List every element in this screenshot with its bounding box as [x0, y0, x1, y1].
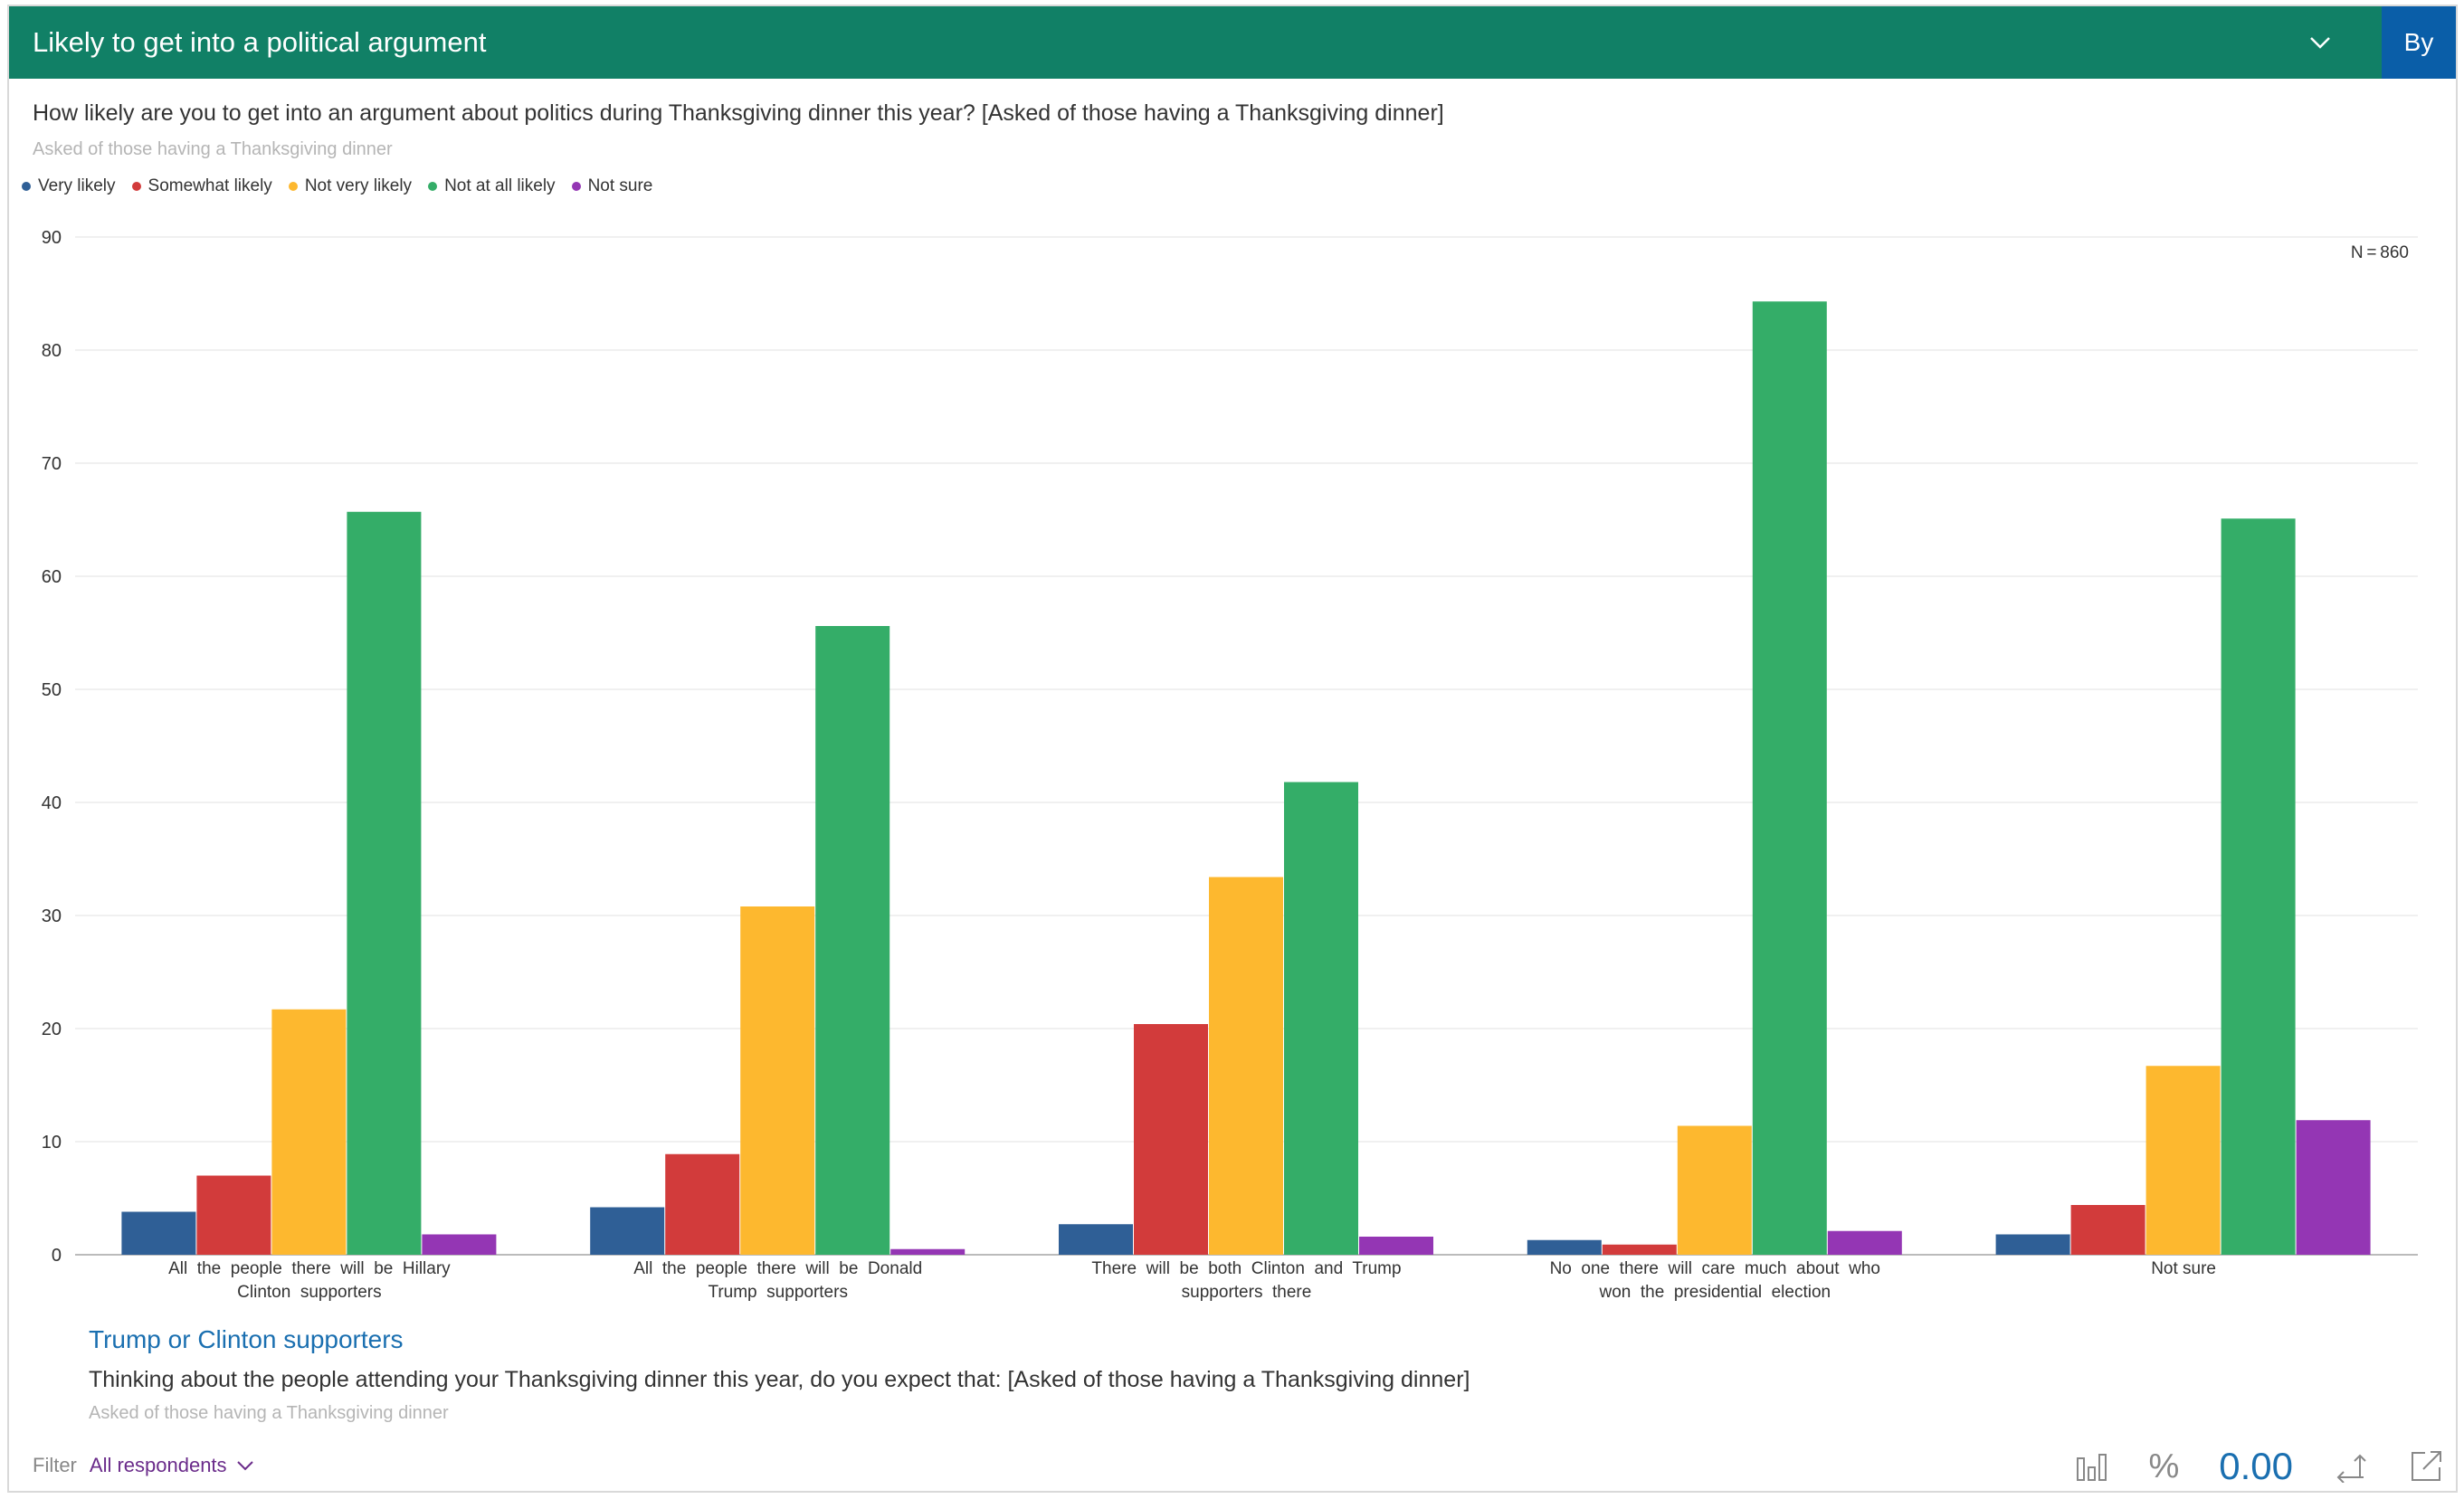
related-question-subnote: Asked of those having a Thanksgiving din…	[89, 1403, 449, 1423]
x-tick-label: Not sure	[2151, 1259, 2216, 1278]
legend-item-not-very-likely[interactable]: Not very likely	[288, 176, 413, 196]
bar-not-very-likely	[271, 1009, 347, 1255]
bar-not-sure	[422, 1234, 497, 1255]
decimal-precision-button[interactable]: 0.00	[2219, 1445, 2293, 1487]
y-tick-label: 50	[42, 680, 62, 700]
chevron-down-icon	[236, 1461, 253, 1471]
related-question-link[interactable]: Trump or Clinton supporters	[89, 1325, 404, 1353]
bar-very-likely	[121, 1211, 196, 1255]
bar-somewhat-likely	[196, 1175, 271, 1255]
bar-very-likely	[590, 1207, 665, 1255]
legend-item-not-sure[interactable]: Not sure	[571, 176, 653, 196]
question-text: How likely are you to get into an argume…	[33, 100, 1444, 126]
y-tick-label: 70	[42, 454, 62, 474]
y-tick-label: 60	[42, 567, 62, 587]
bar-not-very-likely	[1677, 1125, 1752, 1255]
x-tick-label: All the people there will be Hillary	[168, 1259, 451, 1278]
legend-dot	[428, 182, 438, 191]
swap-axes-icon[interactable]	[2333, 1450, 2369, 1483]
x-tick-label: Trump supporters	[708, 1283, 848, 1302]
y-tick-label: 30	[42, 906, 62, 926]
bar-very-likely	[1059, 1224, 1133, 1255]
legend-label: Somewhat likely	[147, 176, 272, 195]
chart-legend: Very likely Somewhat likely Not very lik…	[22, 176, 652, 196]
x-tick-label: No one there will care much about who	[1550, 1259, 1880, 1278]
legend-item-not-at-all-likely[interactable]: Not at all likely	[428, 176, 556, 196]
bar-chart-toggle-icon[interactable]	[2076, 1451, 2108, 1482]
bar-somewhat-likely	[665, 1153, 740, 1255]
legend-item-somewhat-likely[interactable]: Somewhat likely	[131, 176, 272, 196]
by-button[interactable]: By	[2382, 6, 2456, 79]
y-tick-label: 90	[42, 228, 62, 248]
related-question-text: Thinking about the people attending your…	[89, 1367, 1470, 1392]
legend-label: Very likely	[38, 176, 116, 195]
x-tick-label: All the people there will be Donald	[633, 1259, 922, 1278]
bar-not-at-all-likely	[347, 511, 422, 1255]
filter-label: Filter	[33, 1454, 77, 1476]
sample-size-label: N = 860	[2350, 243, 2409, 262]
bar-very-likely	[1995, 1234, 2070, 1255]
legend-label: Not very likely	[304, 176, 413, 195]
percent-toggle-button[interactable]: %	[2148, 1447, 2180, 1485]
bar-not-at-all-likely	[815, 626, 890, 1255]
y-tick-label: 80	[42, 341, 62, 361]
legend-dot	[22, 182, 31, 191]
bar-somewhat-likely	[1602, 1244, 1677, 1255]
bar-somewhat-likely	[2070, 1205, 2145, 1255]
bar-very-likely	[1527, 1239, 1602, 1255]
widget-frame: Likely to get into a political argument …	[7, 5, 2458, 1493]
legend-item-very-likely[interactable]: Very likely	[22, 176, 116, 196]
bar-not-at-all-likely	[1284, 782, 1358, 1255]
bar-somewhat-likely	[1134, 1024, 1208, 1255]
y-tick-label: 20	[42, 1020, 62, 1039]
bar-not-sure	[1827, 1230, 1902, 1255]
x-tick-label: There will be both Clinton and Trump	[1091, 1259, 1401, 1278]
legend-dot	[288, 182, 298, 191]
bar-not-very-likely	[1209, 877, 1283, 1255]
bar-not-very-likely	[2145, 1066, 2221, 1255]
open-external-icon[interactable]	[2409, 1449, 2443, 1484]
bar-not-very-likely	[740, 906, 815, 1255]
bar-not-at-all-likely	[2221, 518, 2296, 1255]
bar-chart: 0 10 20 30 40 50 60 70 80 90 All the people there …	[42, 228, 2418, 1302]
bar-not-sure	[2296, 1120, 2371, 1255]
filter-value: All respondents	[89, 1454, 227, 1476]
x-tick-label: supporters there	[1182, 1283, 1312, 1302]
question-subnote: Asked of those having a Thanksgiving din…	[33, 139, 393, 159]
y-tick-label: 0	[52, 1246, 62, 1266]
bar-not-at-all-likely	[1752, 301, 1827, 1255]
widget-title: Likely to get into a political argument	[33, 26, 487, 58]
title-dropdown-chevron-icon[interactable]	[2284, 6, 2356, 79]
x-tick-label: won the presidential election	[1598, 1283, 1831, 1302]
header-bar: Likely to get into a political argument …	[9, 6, 2456, 79]
y-tick-label: 10	[42, 1133, 62, 1153]
bar-not-sure	[1359, 1237, 1433, 1255]
legend-label: Not at all likely	[444, 176, 556, 195]
filter-dropdown[interactable]: All respondents	[90, 1454, 254, 1477]
filter-control: Filter All respondents	[33, 1454, 254, 1477]
legend-label: Not sure	[587, 176, 653, 195]
x-tick-label: Clinton supporters	[237, 1283, 381, 1302]
y-tick-label: 40	[42, 793, 62, 813]
bar-not-sure	[890, 1248, 966, 1255]
legend-dot	[571, 182, 581, 191]
legend-dot	[131, 182, 141, 191]
chart-toolbar: % 0.00	[2076, 1441, 2443, 1492]
